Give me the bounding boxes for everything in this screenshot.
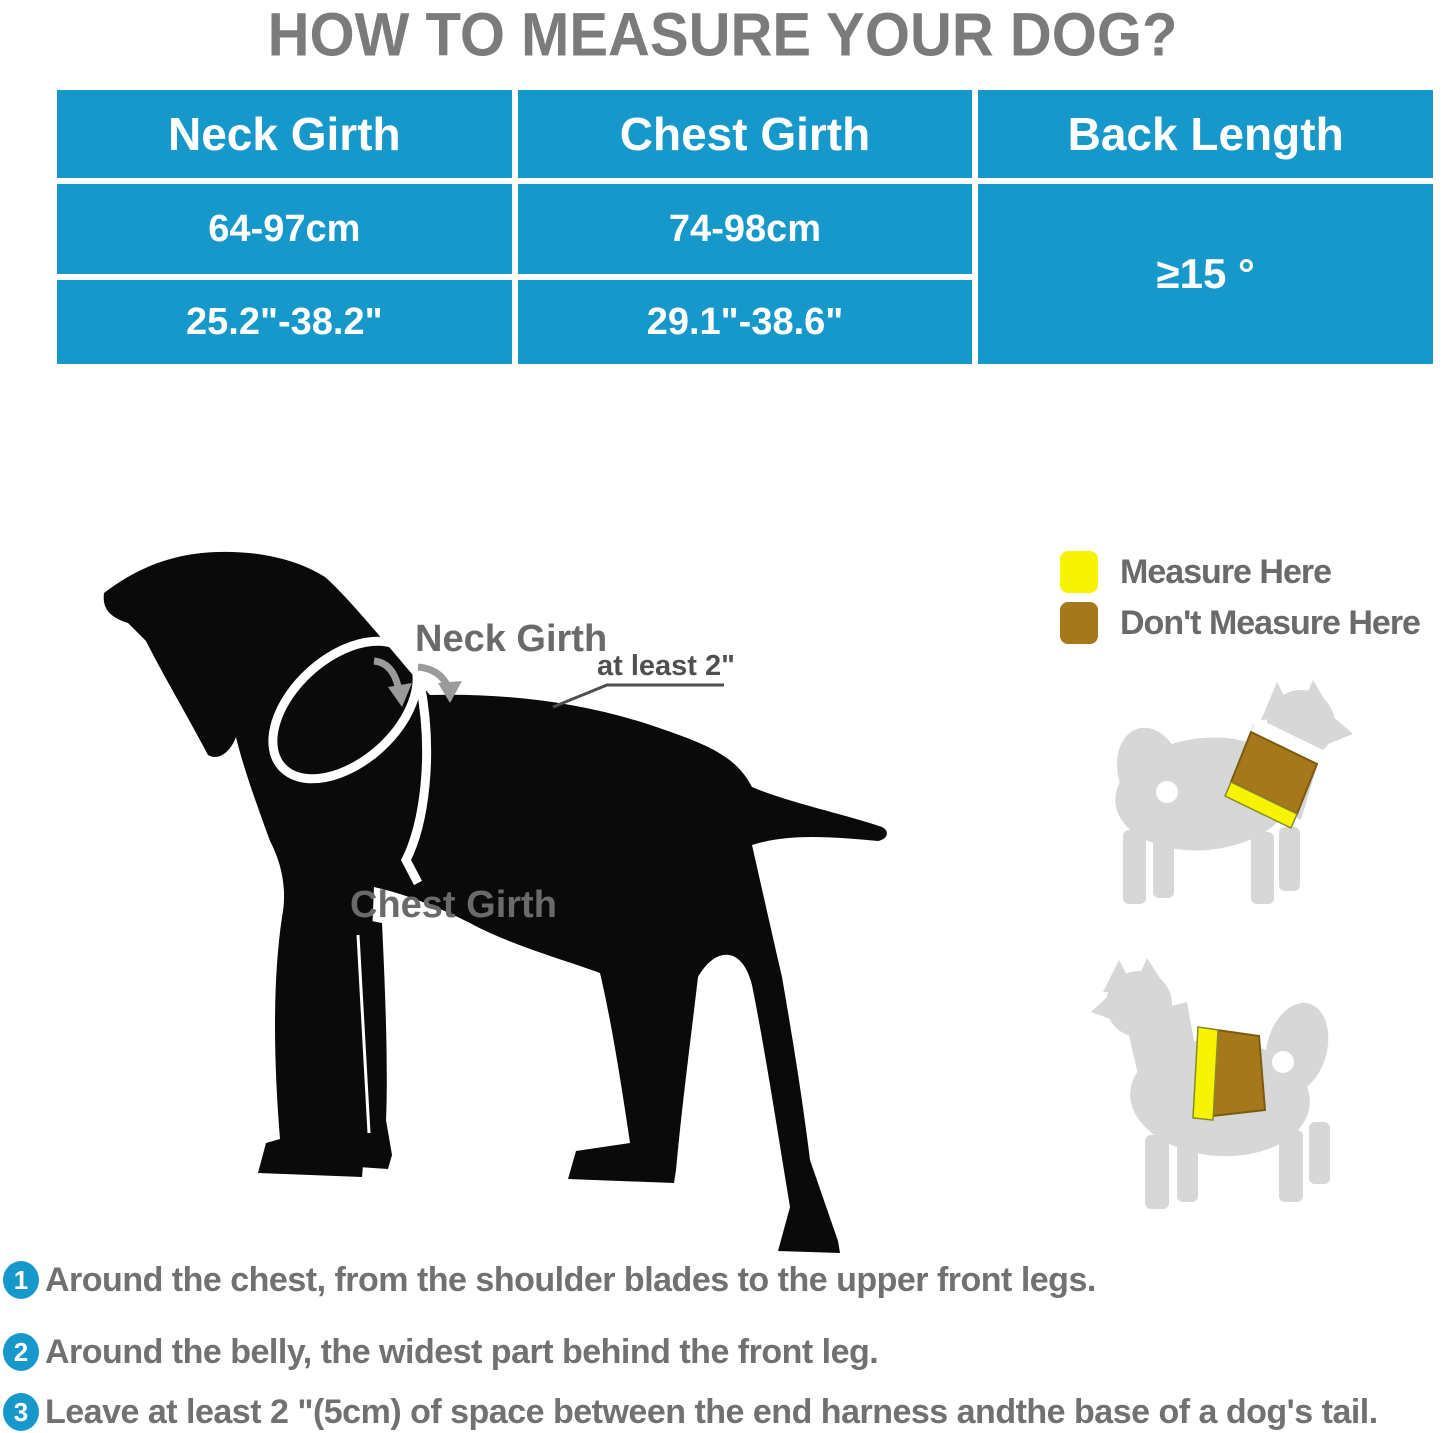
clearance-leader-line — [552, 683, 724, 709]
instruction-1-text: Around the chest, from the shoulder blad… — [45, 1261, 1096, 1299]
withers-measure-arrowhead-icon — [438, 681, 462, 703]
instruction-3-text: Leave at least 2 "(5cm) of space between… — [45, 1393, 1378, 1431]
large-dog-figure — [103, 551, 887, 1253]
neck-girth-cm: 64-97cm — [57, 184, 512, 274]
legend-measure-here: Measure Here — [1060, 551, 1332, 593]
instruction-3-number-badge: 3 — [3, 1393, 39, 1431]
col-header-back-length: Back Length — [978, 90, 1433, 178]
clearance-note-label: at least 2" — [597, 650, 735, 682]
dog1-rear-leg — [1123, 830, 1146, 904]
dog2-front-leg — [1145, 1135, 1169, 1209]
dog1-ear2 — [1299, 680, 1333, 714]
dog2-rear-leg — [1279, 1130, 1303, 1202]
instruction-3: 3 Leave at least 2 "(5cm) of space betwe… — [3, 1392, 1378, 1432]
measure-here-label: Measure Here — [1120, 552, 1332, 591]
dog2-front-leg2 — [1177, 1138, 1198, 1202]
legend-dont-measure-here: Don't Measure Here — [1060, 602, 1421, 644]
dog-silhouette — [103, 551, 887, 1253]
front-leg-seam — [356, 934, 371, 1134]
back-length-value: ≥15 ° — [978, 184, 1433, 364]
col-header-neck-girth: Neck Girth — [57, 90, 512, 178]
neck-girth-inch: 25.2"-38.2" — [57, 280, 512, 364]
instruction-2-text: Around the belly, the widest part behind… — [45, 1333, 879, 1371]
dog1-tail-gap — [1156, 781, 1178, 803]
instruction-1: 1 Around the chest, from the shoulder bl… — [3, 1260, 1096, 1300]
dont-measure-belly-dog — [1091, 958, 1330, 1209]
dog1-collar-gap — [1251, 718, 1323, 764]
dog1-rear-leg2 — [1153, 834, 1174, 898]
neck-measure-arrowhead-icon — [388, 683, 412, 707]
dog1-yellow-band — [1224, 780, 1298, 830]
dog1-ear — [1261, 682, 1295, 720]
instruction-1-number-badge: 1 — [3, 1261, 39, 1299]
chest-girth-inch: 29.1"-38.6" — [517, 280, 973, 364]
col-header-chest-girth: Chest Girth — [517, 90, 973, 178]
chest-girth-diagram-label: Chest Girth — [350, 884, 557, 926]
page-title: HOW TO MEASURE YOUR DOG? — [267, 1, 1178, 70]
dog2-rear-leg2 — [1309, 1122, 1330, 1184]
instruction-2: 2 Around the belly, the widest part behi… — [3, 1332, 879, 1372]
dont-measure-here-swatch-icon — [1060, 602, 1098, 644]
dont-measure-neck-dog — [1115, 680, 1353, 904]
dog1-muzzle — [1323, 708, 1353, 746]
dog2-yellow-band — [1192, 1026, 1219, 1121]
chest-girth-cm: 74-98cm — [517, 184, 973, 274]
size-table: Neck Girth Chest Girth Back Length 64-97… — [57, 90, 1433, 364]
dog2-tail-gap — [1272, 1051, 1294, 1073]
harness-chest-strap — [400, 682, 432, 886]
dog1-front-leg — [1251, 832, 1274, 904]
neck-girth-diagram-label: Neck Girth — [415, 618, 608, 660]
dog2-muzzle — [1091, 988, 1119, 1022]
instruction-2-number-badge: 2 — [3, 1333, 39, 1371]
dog1-front-leg2 — [1279, 827, 1300, 891]
dog2-ear2 — [1133, 958, 1169, 992]
dont-measure-here-label: Don't Measure Here — [1120, 603, 1421, 642]
harness-neck-strap — [268, 636, 422, 784]
dog-far-front-leg — [330, 915, 392, 1169]
measure-here-swatch-icon — [1060, 551, 1098, 593]
dog2-ear — [1103, 960, 1137, 994]
